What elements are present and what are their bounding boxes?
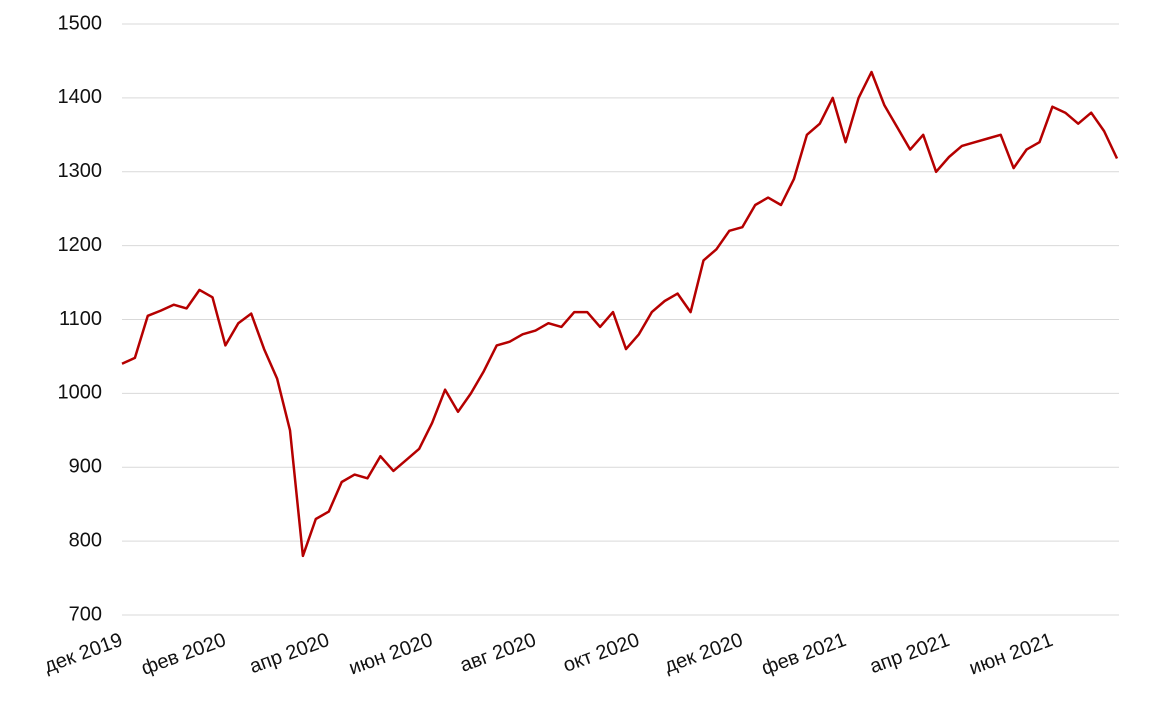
- x-tick-label: июн 2021: [966, 629, 1056, 680]
- line-series: [121, 70, 1119, 558]
- y-tick-label: 1200: [58, 234, 103, 256]
- x-tick-label: авг 2020: [457, 629, 539, 677]
- y-tick-label: 1500: [58, 12, 103, 34]
- x-tick-label: июн 2020: [346, 629, 436, 680]
- x-tick-label: фев 2020: [138, 629, 228, 680]
- y-tick-label: 1000: [58, 382, 103, 404]
- y-tick-label: 1400: [58, 86, 103, 108]
- y-tick-label: 900: [69, 456, 102, 478]
- x-tick-label: окт 2020: [560, 629, 642, 677]
- x-tick-label: апр 2020: [247, 629, 333, 678]
- y-tick-label: 1300: [58, 160, 103, 182]
- y-tick-label: 700: [69, 603, 102, 625]
- y-tick-label: 800: [69, 529, 102, 551]
- x-tick-label: фев 2021: [759, 629, 849, 680]
- y-tick-label: 1100: [59, 308, 102, 330]
- x-tick-label: дек 2020: [662, 629, 746, 678]
- x-tick-label: апр 2021: [867, 629, 953, 678]
- x-tick-label: дек 2019: [41, 629, 125, 678]
